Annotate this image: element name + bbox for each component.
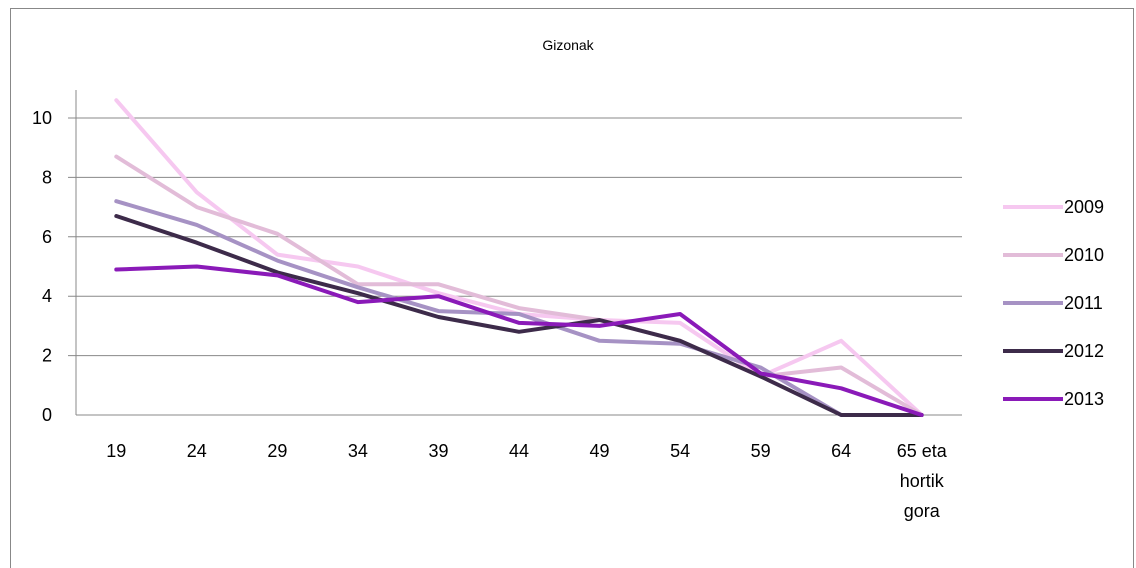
y-tick-labels: 0 2 4 6 8 10: [32, 108, 52, 425]
legend-label-2010: 2010: [1064, 245, 1104, 265]
series-line-2011: [114, 199, 924, 417]
x-tick-labels: 19 24 29 34 39 44 49 54 59 64 65 eta hortik gora: [106, 441, 947, 521]
y-tick-label: 4: [42, 286, 52, 306]
legend-label-2013: 2013: [1064, 389, 1104, 409]
series-line-2012: [114, 214, 924, 417]
series-lines: [114, 98, 924, 417]
x-tick-label: 49: [590, 441, 610, 461]
legend: 2009 2010 2011 2012 2013: [1003, 197, 1104, 409]
x-tick-label: 44: [509, 441, 529, 461]
gridlines: [68, 117, 962, 416]
y-tick-label: 2: [42, 346, 52, 366]
x-tick-label: 39: [428, 441, 448, 461]
x-tick-label: 24: [187, 441, 207, 461]
y-tick-label: 6: [42, 227, 52, 247]
x-tick-label: 19: [106, 441, 126, 461]
x-tick-label: 34: [348, 441, 368, 461]
series-line-2010: [114, 154, 924, 417]
legend-label-2012: 2012: [1064, 341, 1104, 361]
chart-frame: [10, 8, 1134, 568]
legend-label-2009: 2009: [1064, 197, 1104, 217]
x-tick-label: 59: [751, 441, 771, 461]
legend-label-2011: 2011: [1064, 293, 1103, 313]
x-tick-label: 29: [267, 441, 287, 461]
chart-title: Gizonak: [542, 37, 594, 53]
y-tick-label: 0: [42, 405, 52, 425]
x-tick-label: 64: [831, 441, 851, 461]
x-tick-label: 54: [670, 441, 690, 461]
y-tick-label: 10: [32, 108, 52, 128]
y-tick-label: 8: [42, 167, 52, 187]
x-tick-label: 65 eta hortik gora: [897, 441, 948, 521]
series-line-2013: [114, 264, 924, 417]
